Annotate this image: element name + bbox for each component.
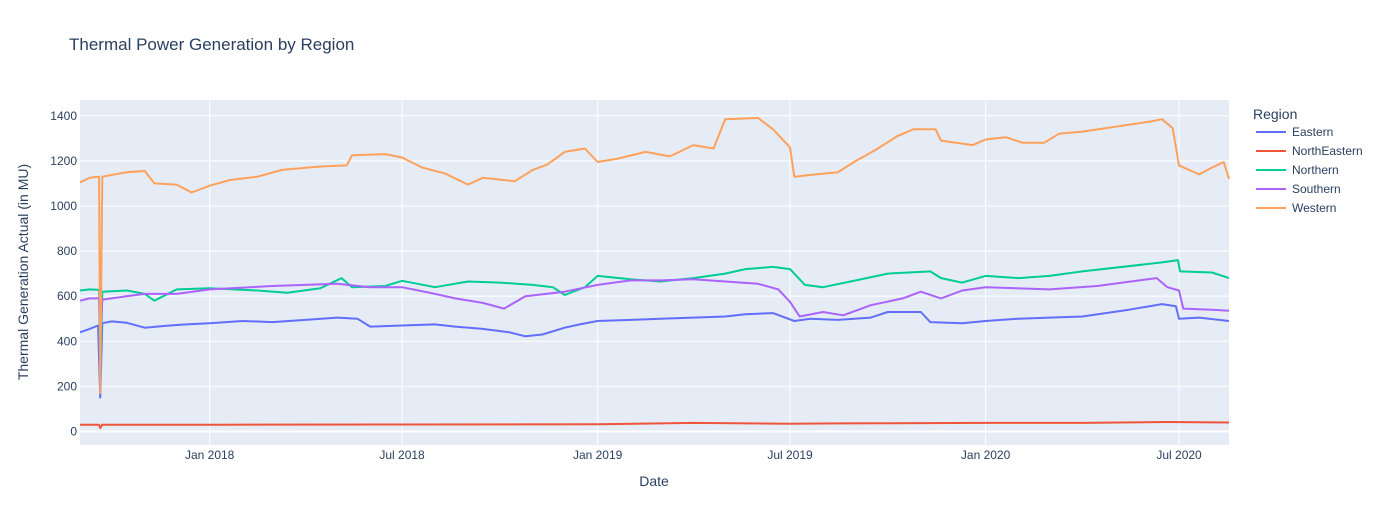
y-axis-ticks: 0 200 400 600 800 1000 1200 1400 [50, 109, 77, 439]
legend-label-southern[interactable]: Southern [1292, 182, 1341, 196]
chart-title: Thermal Power Generation by Region [69, 35, 354, 54]
series-line-northeastern [80, 421, 1230, 430]
legend-title: Region [1253, 106, 1297, 122]
y-tick-label: 600 [57, 289, 77, 303]
series-line-southern [79, 277, 1230, 340]
y-tick-label: 0 [70, 424, 77, 438]
series-line-northern [79, 259, 1230, 377]
gridlines [80, 100, 1229, 445]
x-tick-label: Jul 2019 [767, 448, 813, 462]
y-tick-label: 1200 [50, 154, 77, 168]
legend: Region Eastern NorthEastern Northern Southe… [1253, 106, 1363, 215]
x-axis-label: Date [639, 473, 669, 489]
y-tick-label: 400 [57, 334, 77, 348]
x-tick-label: Jul 2018 [379, 448, 425, 462]
series-line-western [79, 117, 1230, 395]
x-tick-label: Jan 2020 [961, 448, 1011, 462]
y-tick-label: 800 [57, 244, 77, 258]
x-tick-label: Jul 2020 [1156, 448, 1202, 462]
legend-label-northern[interactable]: Northern [1292, 163, 1339, 177]
x-axis-ticks: Jan 2018 Jul 2018 Jan 2019 Jul 2019 Jan 2020… [185, 448, 1202, 462]
y-tick-label: 1000 [50, 199, 77, 213]
y-tick-label: 1400 [50, 109, 77, 123]
x-tick-label: Jan 2019 [573, 448, 623, 462]
plot-area [80, 100, 1229, 445]
y-tick-label: 200 [57, 379, 77, 393]
x-tick-label: Jan 2018 [185, 448, 235, 462]
series-lines [79, 117, 1230, 430]
series-line-eastern [79, 303, 1230, 399]
y-axis-label: Thermal Generation Actual (in MU) [15, 164, 31, 380]
legend-label-western[interactable]: Western [1292, 201, 1336, 215]
legend-label-eastern[interactable]: Eastern [1292, 125, 1333, 139]
legend-label-northeastern[interactable]: NorthEastern [1292, 144, 1363, 158]
